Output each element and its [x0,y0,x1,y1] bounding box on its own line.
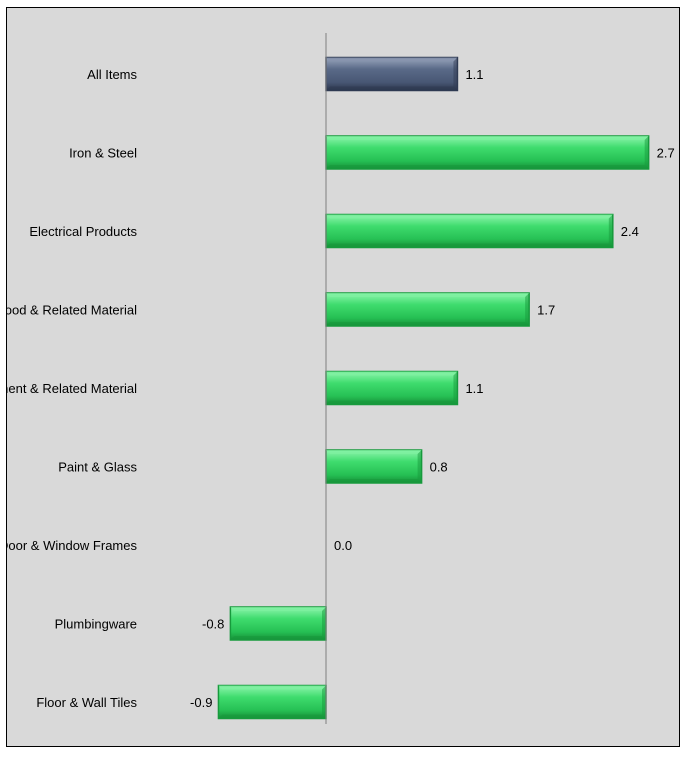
value-label: 2.4 [621,224,639,239]
value-label: 1.1 [465,67,483,82]
bar-bevel-top [326,136,649,140]
bar-bevel-right [322,685,326,719]
bar-bevel-bottom [326,165,649,169]
bar-bevel-bottom [326,400,458,405]
bar-bevel-top [326,57,458,62]
bar-bevel-right [453,371,458,405]
bar-body [325,449,423,484]
bar [325,292,530,327]
category-label: Cement & Related Material [7,381,137,396]
bar [325,135,650,170]
bar-bevel-top [326,214,613,219]
bar-bevel-bottom [326,243,613,248]
bar-bevel-right [525,293,530,326]
bar-bevel-bottom [218,714,326,719]
bar-chart: All Items 1.1 Iron & Steel 2.7 Electrical Pr… [7,33,675,724]
value-label: -0.8 [202,617,224,632]
bar-bevel-bottom [230,636,326,640]
bar-bevel-bottom [326,479,422,483]
value-label: 2.7 [657,146,675,161]
bar-bevel-top [326,293,530,297]
value-label: 0.8 [430,460,448,475]
bar [325,56,459,92]
bar-bevel-right [322,607,326,640]
bar-bevel-right [453,57,458,91]
bar-bevel-right [644,136,649,169]
category-label: Floor & Wall Tiles [36,695,137,710]
bar [325,370,459,406]
category-label: Iron & Steel [69,146,137,161]
bar-bevel-top [326,450,422,454]
bar [229,606,327,641]
bar-bevel-right [608,214,613,248]
value-label: -0.9 [190,695,212,710]
category-label: All Items [87,67,137,82]
bar-bevel-right [417,450,422,483]
bar-body [325,292,530,327]
value-label: 0.0 [334,538,352,553]
bar [325,213,614,249]
bar-body [325,56,459,92]
bar-body [325,370,459,406]
category-label: Wood & Related Material [7,303,137,318]
bar-body [325,135,650,170]
bar [325,449,423,484]
bar-bevel-top [218,685,326,690]
bar-bevel-bottom [326,86,458,91]
category-label: Electrical Products [29,224,137,239]
bar-bevel-top [326,371,458,376]
bar-bevel-top [230,607,326,611]
chart-frame: All Items 1.1 Iron & Steel 2.7 Electrical Pr… [6,7,680,747]
bar-bevel-bottom [326,322,530,326]
value-label: 1.7 [537,303,555,318]
value-label: 1.1 [465,381,483,396]
category-label: Plumbingware [55,617,137,632]
category-label: Door & Window Frames [7,538,137,553]
bar-body [325,213,614,249]
bar [217,684,327,720]
category-label: Paint & Glass [58,460,137,475]
bar-body [229,606,327,641]
bar-body [217,684,327,720]
